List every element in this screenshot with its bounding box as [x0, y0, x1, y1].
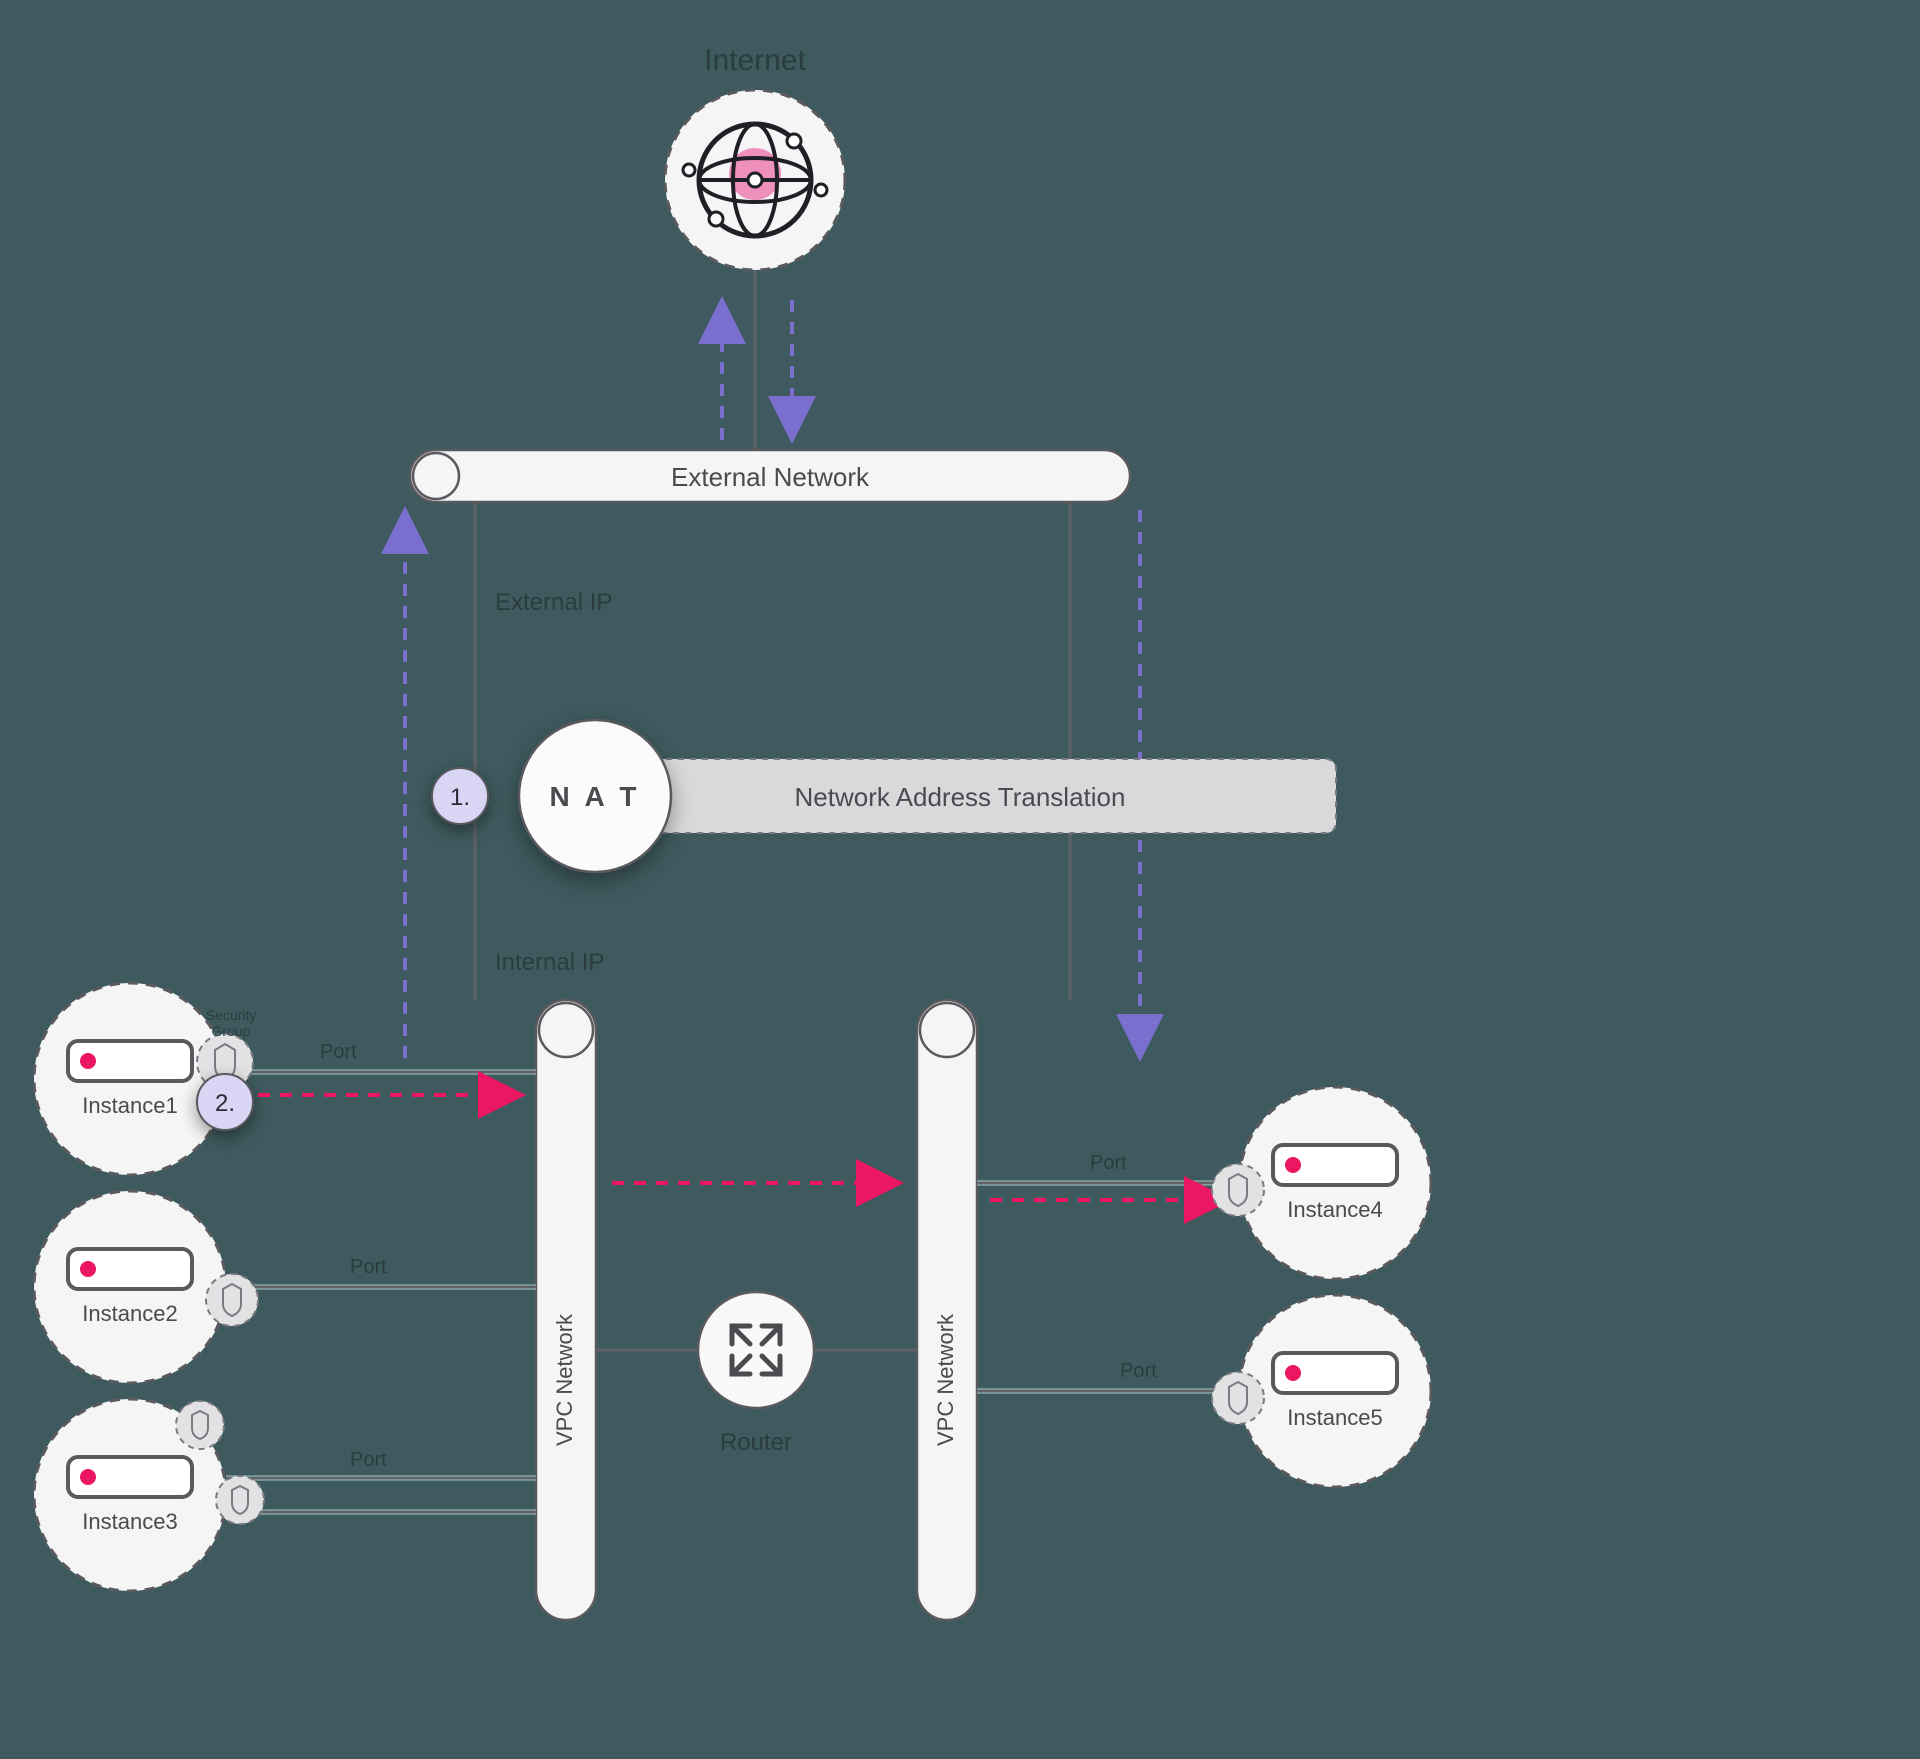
svg-text:Instance2: Instance2 [82, 1301, 177, 1326]
instance-4: Instance4 [1239, 1087, 1431, 1279]
instance-1: Instance1 [34, 983, 226, 1175]
external-network-bar: External Network [410, 450, 1130, 502]
security-group-inst2 [206, 1274, 258, 1326]
nat-long-label: Network Address Translation [795, 782, 1126, 812]
internet-node: Internet [665, 44, 845, 270]
svg-text:Port: Port [1090, 1152, 1127, 1174]
svg-text:Port: Port [350, 1256, 387, 1278]
nat-node: Network Address Translation N A T [519, 720, 1336, 872]
svg-text:Instance1: Instance1 [82, 1093, 177, 1118]
svg-text:Router: Router [720, 1429, 792, 1456]
badge-2: 2. [197, 1074, 253, 1130]
vpc-left: VPC Network [536, 1000, 596, 1620]
svg-text:Instance5: Instance5 [1287, 1405, 1382, 1430]
svg-text:Port: Port [350, 1449, 387, 1471]
svg-text:Security: Security [206, 1007, 257, 1023]
security-group-inst4 [1212, 1164, 1264, 1216]
svg-text:Group: Group [212, 1023, 251, 1039]
external-ip-label: External IP [495, 589, 612, 616]
svg-text:Instance3: Instance3 [82, 1509, 177, 1534]
security-group-inst3a [176, 1401, 224, 1449]
internet-label: Internet [704, 44, 806, 77]
port-wire-inst1: Port [226, 1041, 536, 1072]
router-node: Router [698, 1292, 814, 1456]
security-group-inst3b [216, 1476, 264, 1524]
instance-2: Instance2 [34, 1191, 226, 1383]
nat-short-label: N A T [549, 781, 640, 812]
svg-text:1.: 1. [450, 784, 470, 811]
security-group-inst5 [1212, 1372, 1264, 1424]
svg-text:Instance4: Instance4 [1287, 1197, 1382, 1222]
svg-text:Port: Port [1120, 1360, 1157, 1382]
svg-text:VPC Network: VPC Network [933, 1313, 958, 1446]
port-wire-inst4: Port [977, 1152, 1240, 1183]
svg-text:VPC Network: VPC Network [552, 1313, 577, 1446]
external-network-label: External Network [671, 462, 870, 492]
port-wire-inst2: Port [226, 1256, 536, 1287]
badge-1: 1. [432, 768, 488, 824]
instance-5: Instance5 [1239, 1295, 1431, 1487]
port-wire-inst5: Port [977, 1360, 1240, 1391]
internal-ip-label: Internal IP [495, 949, 604, 976]
svg-text:2.: 2. [215, 1090, 235, 1117]
svg-text:Port: Port [320, 1041, 357, 1063]
vpc-right: VPC Network [917, 1000, 977, 1620]
